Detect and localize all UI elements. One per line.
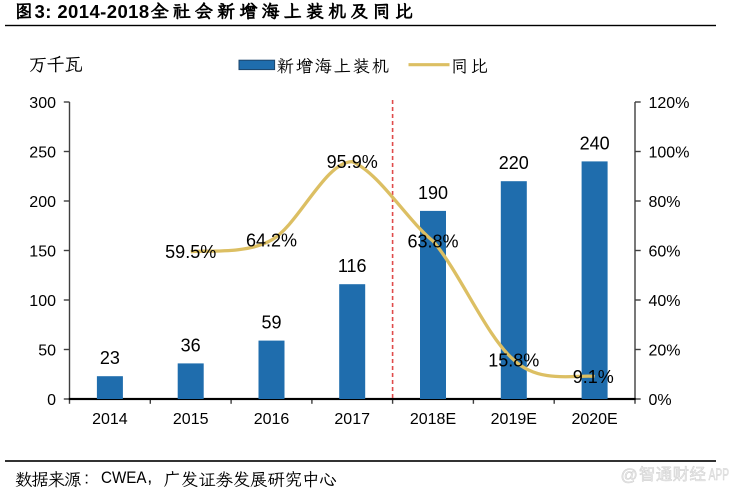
svg-text:23: 23: [100, 348, 120, 368]
svg-text:64.2%: 64.2%: [246, 231, 297, 251]
svg-text:2016: 2016: [254, 411, 290, 428]
svg-text:CWEA: CWEA: [101, 469, 147, 487]
svg-text:0%: 0%: [649, 392, 672, 409]
svg-text:APP: APP: [709, 465, 729, 483]
svg-text:60%: 60%: [649, 243, 681, 260]
svg-text:120%: 120%: [649, 95, 690, 112]
svg-text:100%: 100%: [649, 144, 690, 161]
svg-text:250: 250: [29, 144, 56, 161]
svg-text:0: 0: [47, 392, 56, 409]
svg-text:2017: 2017: [334, 411, 370, 428]
svg-text:190: 190: [418, 183, 448, 203]
svg-text:80%: 80%: [649, 194, 681, 211]
svg-text:100: 100: [29, 293, 56, 310]
svg-text:150: 150: [29, 243, 56, 260]
svg-text:40%: 40%: [649, 293, 681, 310]
svg-text:9.1%: 9.1%: [573, 367, 614, 387]
svg-text:59.5%: 59.5%: [165, 242, 216, 262]
svg-text:2018E: 2018E: [410, 411, 456, 428]
svg-text:2014: 2014: [92, 411, 128, 428]
svg-text:95.9%: 95.9%: [327, 152, 378, 172]
svg-text:20%: 20%: [649, 342, 681, 359]
svg-text::: :: [84, 468, 89, 487]
svg-text:,: ,: [147, 466, 152, 486]
svg-text:2019E: 2019E: [491, 411, 537, 428]
svg-text:200: 200: [29, 194, 56, 211]
svg-text:3: 2014-2018: 3: 2014-2018: [35, 1, 150, 22]
svg-text:220: 220: [499, 153, 529, 173]
svg-text:300: 300: [29, 95, 56, 112]
svg-text:2020E: 2020E: [571, 411, 617, 428]
svg-text:15.8%: 15.8%: [488, 350, 539, 370]
svg-text:116: 116: [338, 256, 367, 276]
svg-text:63.8%: 63.8%: [407, 232, 458, 252]
svg-text:2015: 2015: [173, 411, 209, 428]
svg-text:59: 59: [261, 313, 281, 333]
svg-text:50: 50: [38, 342, 56, 359]
svg-text:240: 240: [580, 133, 610, 153]
svg-text:@: @: [621, 466, 638, 485]
svg-text:36: 36: [181, 335, 201, 355]
